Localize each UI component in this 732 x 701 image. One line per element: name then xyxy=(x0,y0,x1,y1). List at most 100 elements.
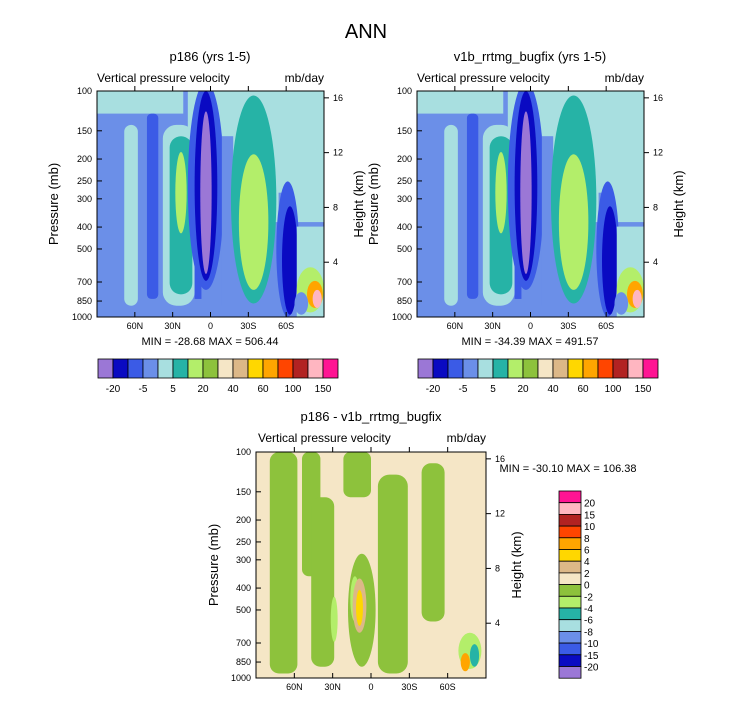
y-tick-label: 200 xyxy=(77,154,92,164)
colorbar-label: 15 xyxy=(584,510,596,521)
stats-label: MIN = -30.10 MAX = 106.38 xyxy=(500,463,637,475)
stats-label: MIN = -34.39 MAX = 491.57 xyxy=(462,336,599,348)
y-right-tick-label: 16 xyxy=(653,93,663,103)
y-axis-label: Pressure (mb) xyxy=(46,163,61,245)
variable-label: Vertical pressure velocity xyxy=(417,71,550,85)
colorbar-label: -15 xyxy=(584,651,599,662)
field-band xyxy=(175,152,187,234)
y-right-tick-label: 4 xyxy=(495,618,500,628)
colorbar-swatch xyxy=(477,358,494,379)
y-tick-label: 850 xyxy=(397,296,412,306)
x-tick-label: 30N xyxy=(164,321,181,331)
y-tick-label: 400 xyxy=(77,222,92,232)
y-tick-label: 300 xyxy=(77,194,92,204)
y-tick-label: 300 xyxy=(236,555,251,565)
colorbar-swatch xyxy=(558,595,582,609)
colorbar-label: 20 xyxy=(584,499,596,510)
colorbar-swatch xyxy=(142,358,159,379)
colorbar-swatch xyxy=(558,584,582,597)
colorbar-swatch xyxy=(462,358,479,379)
field-band xyxy=(124,124,138,306)
y-tick-label: 400 xyxy=(397,222,412,232)
field-band xyxy=(146,113,159,299)
field-band xyxy=(311,497,335,667)
colorbar-label: -5 xyxy=(139,384,148,395)
x-tick-label: 60N xyxy=(127,321,144,331)
colorbar-label: -8 xyxy=(584,627,593,638)
colorbar-swatch xyxy=(537,358,554,379)
colorbar-swatch xyxy=(552,358,569,379)
colorbar-label: 2 xyxy=(584,569,590,580)
y-tick-label: 200 xyxy=(397,154,412,164)
y-tick-label: 250 xyxy=(236,537,251,547)
colorbar-swatch xyxy=(558,607,582,621)
colorbar-swatch xyxy=(277,358,294,379)
x-tick-label: 30S xyxy=(560,321,576,331)
field-band xyxy=(238,154,269,290)
variable-label: Vertical pressure velocity xyxy=(97,71,230,85)
colorbar-label: 8 xyxy=(584,534,590,545)
field-band xyxy=(282,206,298,315)
colorbar-swatch xyxy=(492,358,509,379)
colorbar-swatch xyxy=(217,358,234,379)
contour-field xyxy=(417,91,644,317)
colorbar-label: -4 xyxy=(584,604,593,615)
x-tick-label: 0 xyxy=(528,321,533,331)
colorbar-label: -5 xyxy=(459,384,468,395)
colorbar-label: 100 xyxy=(285,384,302,395)
colorbar-label: -10 xyxy=(584,639,599,650)
colorbar-swatch xyxy=(522,358,539,379)
colorbar-label: 100 xyxy=(605,384,622,395)
field-band xyxy=(495,152,507,234)
colorbar-label: 60 xyxy=(257,384,269,395)
colorbar-swatch xyxy=(262,358,279,379)
x-tick-label: 30S xyxy=(401,682,417,692)
field-band xyxy=(444,124,458,306)
colorbar-swatch xyxy=(447,358,464,379)
y-right-tick-label: 8 xyxy=(495,563,500,573)
colorbar-label: 20 xyxy=(517,384,529,395)
y-tick-label: 150 xyxy=(236,487,251,497)
colorbar-swatch xyxy=(187,358,204,379)
colorbar-label: 10 xyxy=(584,522,596,533)
colorbar: -20 -5 5 20 40 60 100 150 xyxy=(417,358,659,395)
colorbar-swatch xyxy=(567,358,584,379)
y-tick-label: 250 xyxy=(77,176,92,186)
x-tick-label: 30S xyxy=(240,321,256,331)
y-tick-label: 250 xyxy=(397,176,412,186)
x-tick-label: 30N xyxy=(324,682,341,692)
y-right-tick-label: 12 xyxy=(333,148,343,158)
y-tick-label: 500 xyxy=(77,244,92,254)
y-tick-label: 700 xyxy=(236,638,251,648)
colorbar-swatch xyxy=(127,358,144,379)
y-tick-label: 1000 xyxy=(72,312,92,322)
y-tick-label: 100 xyxy=(77,86,92,96)
units-label: mb/day xyxy=(285,71,324,85)
colorbar-swatch xyxy=(112,358,129,379)
panel-top-left: p186 (yrs 1-5) Vertical pressure velocit… xyxy=(46,49,366,395)
colorbar-label: -20 xyxy=(584,663,599,674)
field-band xyxy=(356,589,363,627)
x-tick-label: 0 xyxy=(208,321,213,331)
field-band xyxy=(602,206,618,315)
colorbar-swatch xyxy=(307,358,324,379)
x-tick-label: 0 xyxy=(368,682,373,692)
y-tick-label: 100 xyxy=(236,447,251,457)
y-tick-label: 150 xyxy=(397,126,412,136)
y-tick-label: 100 xyxy=(397,86,412,96)
field-band xyxy=(466,113,479,299)
y-axis-label: Pressure (mb) xyxy=(206,524,221,606)
colorbar-swatch xyxy=(558,525,582,539)
colorbar-swatch xyxy=(642,358,659,379)
colorbar-swatch xyxy=(202,358,219,379)
colorbar-label: 0 xyxy=(584,581,590,592)
colorbar-label: 40 xyxy=(547,384,559,395)
colorbar-swatch xyxy=(97,358,114,379)
colorbar-swatch xyxy=(507,358,524,379)
field-band xyxy=(520,111,532,275)
colorbar-swatch xyxy=(157,358,174,379)
panel-title: p186 (yrs 1-5) xyxy=(170,49,251,64)
y-tick-label: 1000 xyxy=(231,673,251,683)
